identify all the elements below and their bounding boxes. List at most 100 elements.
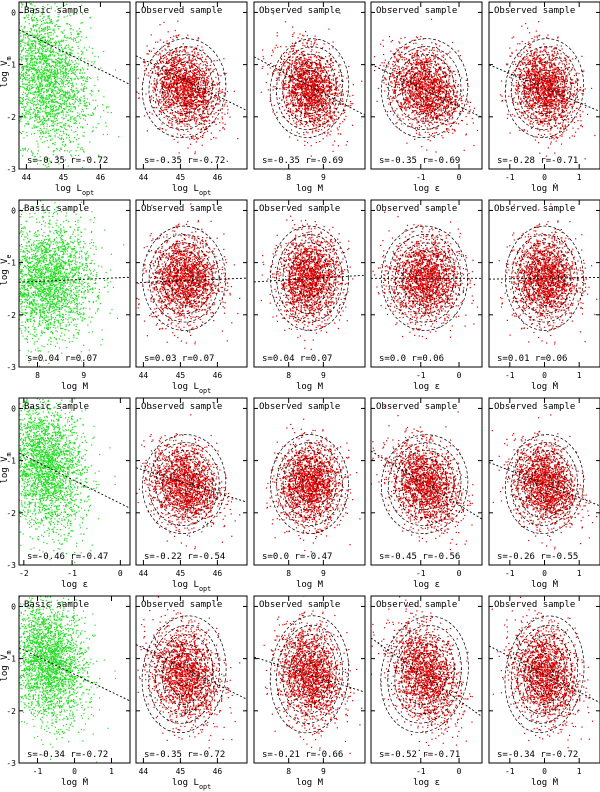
data-point: [171, 125, 173, 127]
data-point: [329, 90, 331, 92]
data-point: [171, 83, 173, 85]
data-point: [173, 97, 175, 99]
data-point: [69, 97, 71, 99]
data-point: [55, 23, 57, 26]
data-point: [204, 71, 206, 73]
data-point: [177, 92, 179, 94]
data-point: [203, 128, 205, 130]
data-point: [192, 73, 194, 75]
data-point: [65, 111, 68, 113]
data-point: [305, 61, 307, 64]
data-point: [281, 66, 283, 68]
data-point: [48, 117, 50, 119]
data-point: [83, 150, 85, 152]
data-point: [35, 52, 37, 54]
data-point: [94, 84, 96, 87]
data-point: [286, 86, 288, 88]
data-point: [41, 83, 43, 85]
data-point: [333, 110, 335, 113]
data-point: [44, 85, 46, 87]
data-point: [292, 110, 294, 112]
data-point: [37, 77, 39, 79]
data-point: [25, 64, 27, 67]
data-point: [204, 96, 207, 98]
data-point: [38, 90, 40, 92]
data-point: [49, 81, 51, 83]
data-point: [54, 69, 56, 71]
data-point: [64, 93, 66, 95]
data-point: [64, 66, 66, 68]
data-point: [96, 76, 99, 78]
data-point: [52, 89, 54, 91]
data-point: [50, 20, 52, 22]
data-point: [46, 25, 48, 27]
data-point: [178, 112, 180, 114]
data-point: [175, 35, 177, 37]
data-point: [185, 95, 187, 97]
data-point: [31, 64, 34, 66]
data-point: [46, 90, 48, 92]
data-point: [188, 115, 190, 117]
data-point: [200, 117, 202, 119]
data-point: [204, 99, 206, 101]
data-point: [30, 76, 32, 78]
data-point: [37, 35, 39, 37]
data-point: [69, 96, 71, 98]
data-point: [172, 82, 174, 84]
data-point: [20, 35, 22, 37]
data-point: [183, 82, 186, 84]
data-point: [310, 99, 312, 101]
data-point: [159, 90, 161, 93]
data-point: [61, 83, 63, 85]
data-point: [70, 129, 72, 131]
data-point: [45, 136, 47, 139]
data-point: [78, 35, 80, 37]
data-point: [29, 60, 31, 62]
data-point: [143, 70, 146, 72]
data-point: [192, 56, 194, 58]
data-point: [174, 117, 176, 119]
data-point: [319, 98, 321, 100]
data-point: [43, 67, 45, 69]
data-point: [45, 116, 48, 118]
data-point: [206, 100, 208, 103]
data-point: [79, 116, 81, 118]
data-point: [42, 23, 44, 25]
data-point: [206, 92, 208, 95]
data-point: [138, 92, 140, 95]
data-point: [176, 80, 178, 82]
data-point: [315, 93, 317, 96]
data-point: [180, 60, 182, 62]
data-point: [189, 100, 191, 102]
data-point: [54, 42, 56, 45]
data-point: [197, 109, 199, 111]
data-point: [194, 153, 196, 155]
data-point: [75, 122, 77, 125]
data-point: [202, 101, 204, 103]
data-point: [54, 113, 56, 115]
data-point: [39, 156, 41, 158]
data-point: [176, 127, 178, 129]
data-point: [80, 22, 82, 24]
data-point: [57, 70, 59, 72]
data-point: [288, 118, 290, 120]
data-point: [186, 89, 188, 91]
data-point: [221, 108, 223, 110]
data-point: [40, 124, 42, 126]
data-point: [22, 74, 24, 76]
data-point: [84, 86, 86, 88]
data-point: [50, 45, 52, 47]
data-point: [34, 100, 36, 103]
data-point: [81, 51, 84, 53]
data-point: [152, 72, 154, 74]
data-point: [195, 101, 197, 104]
data-point: [177, 110, 179, 112]
data-point: [57, 60, 59, 62]
data-point: [40, 11, 42, 13]
data-point: [171, 93, 173, 95]
data-point: [44, 39, 46, 41]
data-point: [46, 70, 48, 72]
data-point: [68, 70, 70, 72]
data-point: [300, 96, 302, 98]
data-point: [34, 36, 37, 38]
